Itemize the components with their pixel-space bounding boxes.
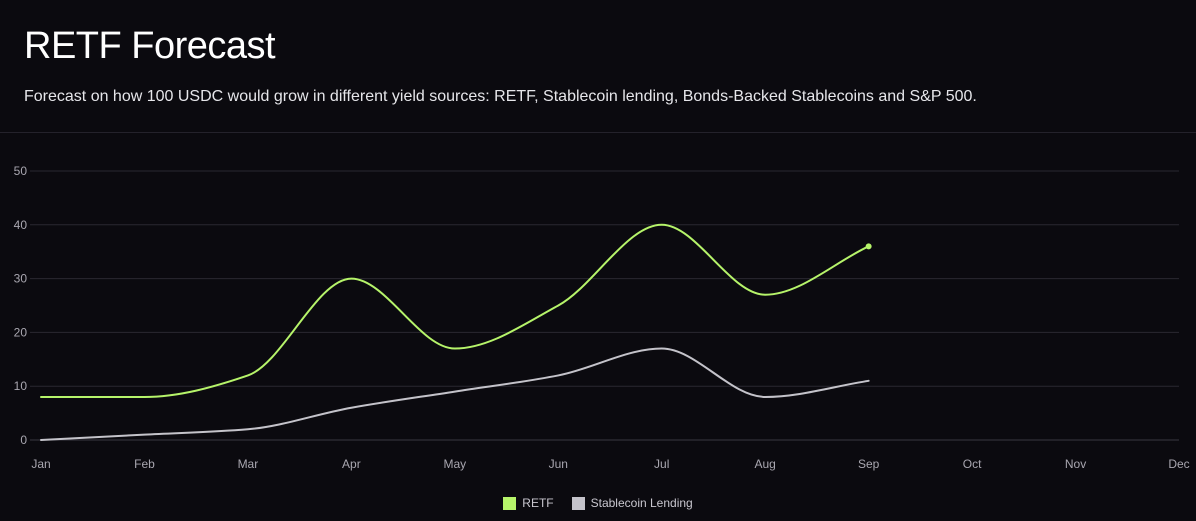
x-tick-label: May (443, 457, 466, 471)
legend-label: Stablecoin Lending (590, 496, 693, 510)
data-point-retf[interactable] (865, 243, 872, 250)
data-point-retf[interactable] (142, 395, 146, 399)
data-point-stablecoin-lending[interactable] (556, 373, 560, 377)
data-point-stablecoin-lending[interactable] (660, 347, 664, 351)
x-tick-label: Nov (1065, 457, 1086, 471)
page-subtitle: Forecast on how 100 USDC would grow in d… (24, 88, 977, 105)
data-point-retf[interactable] (556, 304, 560, 308)
data-point-retf[interactable] (453, 347, 457, 351)
data-point-retf[interactable] (763, 293, 767, 297)
y-tick-label: 50 (14, 164, 28, 178)
x-tick-label: Jan (31, 457, 50, 471)
x-axis-ticks: Jan Feb Mar Apr May Jun Jul Aug Sep Oct Nov Dec (31, 457, 1189, 471)
chart-header: RETF Forecast Forecast on how 100 USDC w… (0, 0, 1196, 133)
x-tick-label: Jun (549, 457, 568, 471)
y-tick-label: 10 (14, 379, 28, 393)
x-tick-label: Sep (858, 457, 880, 471)
forecast-line-chart: 0 10 20 30 40 50 Jan Feb Mar Apr May Jun Jul Aug Sep O… (14, 164, 1190, 471)
data-point-stablecoin-lending[interactable] (867, 379, 871, 383)
y-axis-ticks: 0 10 20 30 40 50 (14, 164, 28, 447)
data-point-stablecoin-lending[interactable] (453, 390, 457, 394)
data-point-retf[interactable] (349, 277, 353, 281)
chart-series (39, 223, 872, 442)
legend-swatch-stablecoin-lending (571, 496, 585, 510)
x-tick-label: Aug (755, 457, 776, 471)
chart-legend: RETF Stablecoin Lending (0, 496, 1196, 510)
data-point-stablecoin-lending[interactable] (39, 438, 43, 442)
data-point-retf[interactable] (246, 373, 250, 377)
x-tick-label: Apr (342, 457, 361, 471)
chart-grid (30, 170, 1179, 441)
series-line-stablecoin-lending[interactable] (40, 347, 870, 441)
x-tick-label: Mar (238, 457, 259, 471)
page-title: RETF Forecast (24, 25, 276, 67)
data-point-retf[interactable] (39, 395, 43, 399)
data-point-stablecoin-lending[interactable] (763, 395, 767, 399)
data-point-stablecoin-lending[interactable] (246, 427, 250, 431)
x-tick-label: Feb (134, 457, 155, 471)
legend-swatch-retf (503, 496, 517, 510)
data-point-retf[interactable] (660, 223, 664, 227)
series-line-retf[interactable] (40, 223, 870, 398)
x-tick-label: Oct (963, 457, 982, 471)
x-tick-label: Jul (654, 457, 669, 471)
legend-label: RETF (522, 496, 554, 510)
y-tick-label: 40 (14, 218, 28, 232)
data-point-stablecoin-lending[interactable] (142, 433, 146, 437)
y-tick-label: 20 (14, 325, 28, 339)
data-point-stablecoin-lending[interactable] (349, 406, 353, 410)
y-tick-label: 30 (14, 272, 28, 286)
legend-item-retf[interactable]: RETF (503, 496, 554, 510)
y-tick-label: 0 (20, 433, 27, 447)
x-tick-label: Dec (1168, 457, 1189, 471)
legend-item-stablecoin-lending[interactable]: Stablecoin Lending (571, 496, 693, 510)
